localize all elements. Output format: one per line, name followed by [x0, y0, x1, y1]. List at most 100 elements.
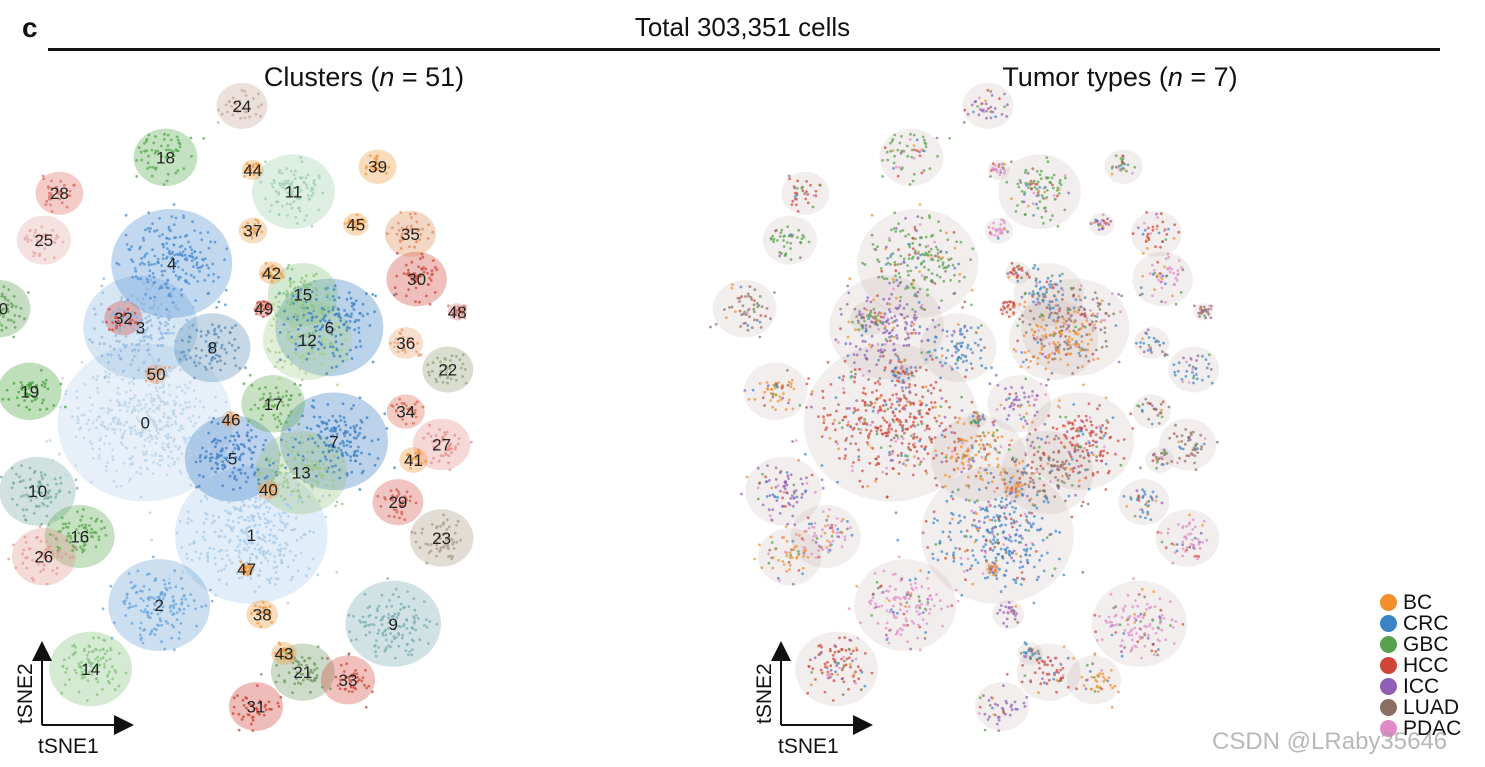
cluster-label-42: 42	[262, 264, 281, 283]
legend-swatch-hcc	[1380, 657, 1397, 674]
cluster-label-36: 36	[396, 334, 415, 353]
tumor-cluster-29-region	[1118, 479, 1170, 526]
tumor-cluster-8-region	[920, 313, 997, 383]
legend-swatch-bc	[1380, 594, 1397, 611]
cluster-label-10: 10	[28, 482, 47, 501]
legend-item-luad: LUAD	[1380, 695, 1461, 719]
legend-label-crc: CRC	[1403, 611, 1449, 635]
cluster-label-6: 6	[325, 318, 334, 337]
tumor-cluster-4-region	[857, 208, 979, 318]
legend-swatch-pdac	[1380, 720, 1397, 737]
cluster-label-41: 41	[404, 451, 423, 470]
tumor-cluster-9-region	[1091, 580, 1187, 667]
clusters-scatter: 0123456789101112131415161718192021222324…	[0, 82, 474, 732]
cluster-label-43: 43	[275, 644, 294, 663]
tumor-cluster-24-region	[962, 82, 1014, 129]
legend-label-bc: BC	[1403, 590, 1433, 614]
tumor-cluster-16-region	[790, 504, 861, 569]
cluster-label-39: 39	[368, 158, 387, 177]
cluster-label-23: 23	[432, 529, 451, 548]
watermark: CSDN @LRaby35646	[1212, 728, 1448, 755]
cluster-33-region	[320, 655, 376, 705]
cluster-label-9: 9	[388, 615, 397, 634]
cluster-label-4: 4	[167, 254, 176, 273]
cluster-22-region	[422, 346, 474, 393]
left-y-axis-label: tSNE2	[14, 663, 37, 724]
legend-label-luad: LUAD	[1403, 695, 1460, 719]
cluster-label-0: 0	[140, 414, 149, 433]
cluster-label-21: 21	[293, 663, 312, 682]
tumor-types-scatter	[709, 82, 1220, 732]
cluster-label-18: 18	[156, 148, 175, 167]
cluster-17-region	[241, 375, 305, 433]
cluster-25-region	[16, 215, 71, 265]
cluster-label-22: 22	[438, 361, 457, 380]
cluster-label-14: 14	[81, 660, 100, 679]
cluster-29-region	[372, 479, 424, 526]
right-x-axis-label: tSNE1	[778, 735, 839, 758]
cluster-label-20: 20	[0, 300, 8, 319]
cluster-label-12: 12	[298, 331, 317, 350]
tumor-cluster-21-region	[1016, 643, 1081, 701]
cluster-label-38: 38	[253, 605, 272, 624]
tumor-cluster-42-region	[1004, 261, 1031, 285]
cluster-label-40: 40	[259, 481, 278, 500]
legend-item-gbc: GBC	[1380, 632, 1461, 656]
cluster-36-region	[388, 327, 424, 359]
tumor-cluster-27-region	[1158, 418, 1217, 471]
cluster-label-25: 25	[34, 231, 53, 250]
legend-label-gbc: GBC	[1403, 632, 1449, 656]
cluster-23-region	[409, 509, 474, 567]
legend-item-crc: CRC	[1380, 611, 1461, 635]
title-rule	[48, 48, 1440, 51]
cluster-4-region	[111, 208, 233, 318]
cluster-label-33: 33	[339, 671, 358, 690]
cluster-label-32: 32	[114, 309, 133, 328]
main-title: Total 303,351 cells	[634, 12, 851, 42]
cluster-label-35: 35	[401, 225, 420, 244]
cluster-label-3: 3	[136, 318, 145, 337]
tumor-cluster-36-region	[1134, 327, 1170, 359]
right-y-axis-label: tSNE2	[753, 663, 776, 724]
cluster-label-48: 48	[448, 303, 467, 322]
cluster-label-34: 34	[396, 403, 415, 422]
tumor-cluster-25-region	[762, 215, 817, 265]
legend-label-icc: ICC	[1403, 674, 1440, 698]
legend-swatch-gbc	[1380, 636, 1397, 653]
panel-letter: c	[22, 12, 38, 43]
tumor-cluster-19-region	[743, 362, 808, 421]
cluster-label-17: 17	[264, 395, 283, 414]
legend-label-pdac: PDAC	[1403, 716, 1462, 740]
cluster-27-region	[412, 418, 471, 471]
legend-item-bc: BC	[1380, 590, 1461, 614]
cluster-2-region	[108, 559, 211, 652]
cluster-label-28: 28	[50, 184, 69, 203]
tumor-types-panel-title: Tumor types (n = 7)	[1002, 62, 1238, 92]
left-axis-indicator: tSNE1 tSNE2	[14, 641, 134, 758]
cluster-label-44: 44	[243, 161, 262, 180]
tumor-cluster-33-region	[1066, 655, 1122, 705]
cluster-label-24: 24	[232, 97, 251, 116]
cluster-label-16: 16	[70, 527, 89, 546]
cluster-8-region	[174, 313, 251, 383]
tumor-cluster-17-region	[987, 375, 1051, 433]
cluster-19-region	[0, 362, 62, 421]
cluster-label-49: 49	[254, 300, 273, 319]
clusters-panel-title: Clusters (n = 51)	[263, 62, 465, 92]
tumor-cluster-23-region	[1155, 509, 1220, 567]
legend-swatch-icc	[1380, 678, 1397, 695]
legend-swatch-luad	[1380, 699, 1397, 716]
cluster-label-1: 1	[247, 526, 256, 545]
legend-item-pdac: PDAC	[1380, 716, 1462, 740]
cluster-16-region	[44, 504, 115, 569]
tumor-cluster-45-region	[1089, 212, 1115, 236]
cluster-label-26: 26	[34, 548, 53, 567]
cluster-label-5: 5	[228, 449, 237, 468]
legend-item-hcc: HCC	[1380, 654, 1461, 677]
tumor-cluster-31-region	[974, 682, 1030, 731]
cluster-label-8: 8	[208, 339, 217, 358]
cluster-label-45: 45	[346, 215, 365, 234]
cluster-label-11: 11	[285, 183, 303, 202]
cluster-label-2: 2	[154, 596, 163, 615]
